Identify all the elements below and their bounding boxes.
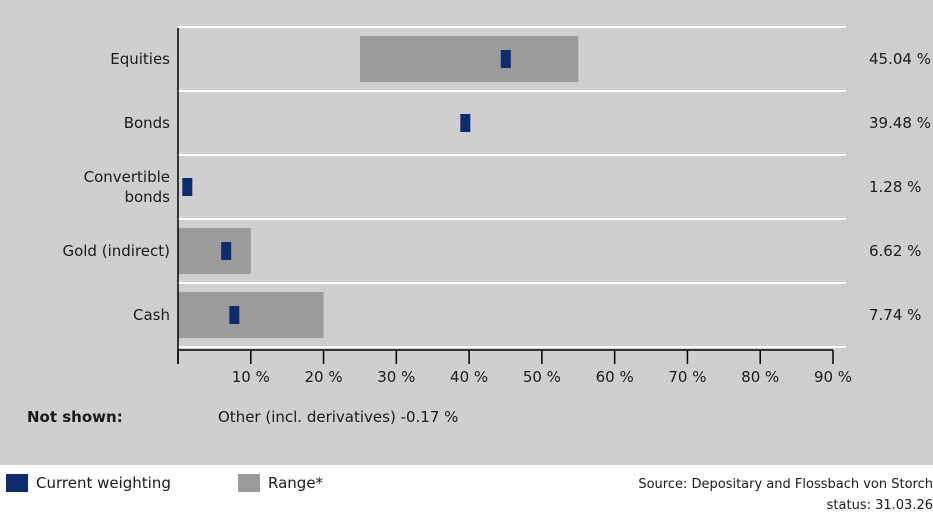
not-shown-label: Not shown: [27,408,123,426]
range-bar [178,228,251,274]
category-label: Gold (indirect) [62,242,170,260]
allocation-chart: Equities 45.04 % Bonds 39.48 % Convertible bo… [62,26,931,386]
value-label: 45.04 % [869,50,931,68]
x-tick-label: 60 % [596,368,634,386]
current-weighting-marker [460,114,471,132]
x-tick-label: 40 % [450,368,488,386]
current-weighting-marker [221,242,232,260]
x-tick-label: 70 % [668,368,706,386]
x-tick-label: 30 % [377,368,415,386]
category-label: Equities [110,50,170,68]
range-bar [359,36,579,82]
current-weighting-marker [182,178,193,196]
value-label: 1.28 % [869,178,921,196]
category-label: Convertible [84,168,170,186]
legend-swatch-current [6,474,28,492]
legend-item-current: Current weighting [6,474,171,492]
value-label: 39.48 % [869,114,931,132]
not-shown-text: Other (incl. derivatives) -0.17 % [218,408,459,426]
x-tick-label: 10 % [232,368,270,386]
legend-label-range: Range* [268,474,324,492]
x-tick-label: 50 % [523,368,561,386]
x-tick-label: 80 % [741,368,779,386]
category-label: Cash [133,306,170,324]
legend-swatch-range [238,474,260,492]
category-label: bonds [124,188,170,206]
source-note: Source: Depositary and Flossbach von Sto… [638,477,933,492]
current-weighting-marker [229,306,240,324]
legend-item-range: Range* [238,474,323,492]
x-tick-label: 20 % [305,368,343,386]
current-weighting-marker [500,50,511,68]
status-date: status: 31.03.26 [826,498,933,513]
value-label: 7.74 % [869,306,921,324]
legend-label-current: Current weighting [36,474,171,492]
range-bar [178,292,324,338]
x-tick-label: 90 % [814,368,852,386]
value-label: 6.62 % [869,242,921,260]
category-label: Bonds [124,114,170,132]
